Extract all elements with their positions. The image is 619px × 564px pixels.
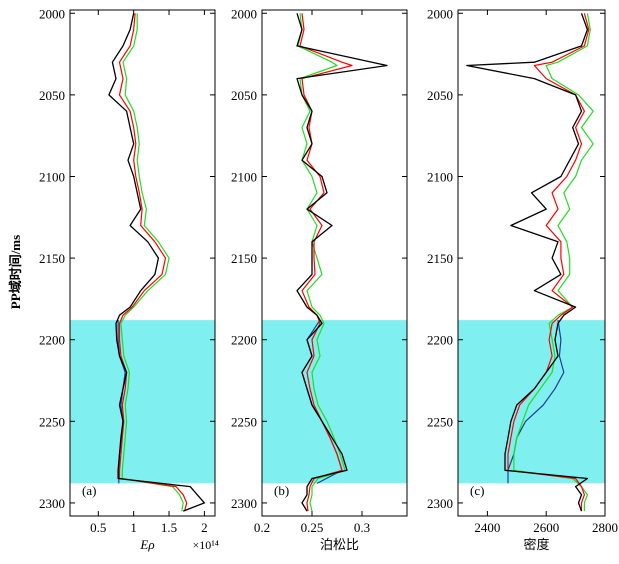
x-tick-label: 0.25	[301, 520, 324, 535]
y-tick-label: 2250	[427, 414, 453, 429]
y-tick-label: 2000	[427, 6, 453, 21]
panel-label: (a)	[82, 483, 96, 498]
y-tick-label: 2000	[231, 6, 257, 21]
y-tick-label: 2250	[39, 414, 65, 429]
y-tick-label: 2150	[427, 251, 453, 266]
x-tick-label: 0.5	[90, 520, 106, 535]
x-tick-label: 1	[130, 520, 137, 535]
y-tick-label: 2300	[427, 496, 453, 511]
plot-frame	[261, 9, 408, 517]
x-tick-label: 2600	[533, 520, 559, 535]
y-axis-label: PP域时间/ms	[8, 235, 23, 309]
y-tick-label: 2250	[231, 414, 257, 429]
y-tick-label: 2200	[231, 333, 257, 348]
y-tick-label: 2100	[427, 169, 453, 184]
x-tick-label: 1.5	[161, 520, 177, 535]
y-tick-label: 2300	[39, 496, 65, 511]
series-line-red	[507, 13, 590, 512]
series-line-red	[118, 13, 188, 512]
highlight-band	[262, 320, 407, 484]
series-line-black	[296, 13, 388, 512]
y-tick-label: 2050	[427, 88, 453, 103]
plot-frame	[457, 9, 606, 517]
x-axis-label: 泊松比	[320, 537, 359, 552]
panel-label: (c)	[470, 483, 484, 498]
y-tick-label: 2100	[231, 169, 257, 184]
x-axis-label: 密度	[523, 537, 549, 552]
series-line-green	[513, 13, 594, 512]
x-axis-label: Eρ	[139, 537, 154, 552]
y-tick-label: 2150	[39, 251, 65, 266]
series-line-black	[466, 13, 589, 512]
panel-label: (b)	[274, 483, 289, 498]
x-tick-label: 0.3	[354, 520, 370, 535]
y-tick-label: 2000	[39, 6, 65, 21]
highlight-band	[70, 320, 215, 484]
series-line-red	[299, 13, 353, 512]
series-line-blue	[507, 320, 565, 484]
plot-frame	[69, 9, 216, 517]
x-tick-label: 2400	[474, 520, 500, 535]
series-line-green	[120, 13, 184, 512]
x-tick-label: 0.2	[254, 520, 270, 535]
y-tick-label: 2300	[231, 496, 257, 511]
y-tick-label: 2050	[231, 88, 257, 103]
y-tick-label: 2100	[39, 169, 65, 184]
y-tick-label: 2150	[231, 251, 257, 266]
series-line-black	[108, 13, 206, 512]
y-tick-label: 2200	[427, 333, 453, 348]
x-axis-multiplier: ×10¹⁴	[192, 538, 219, 552]
x-tick-label: 2800	[592, 520, 618, 535]
x-tick-label: 2	[201, 520, 208, 535]
y-tick-label: 2200	[39, 333, 65, 348]
y-tick-label: 2050	[39, 88, 65, 103]
